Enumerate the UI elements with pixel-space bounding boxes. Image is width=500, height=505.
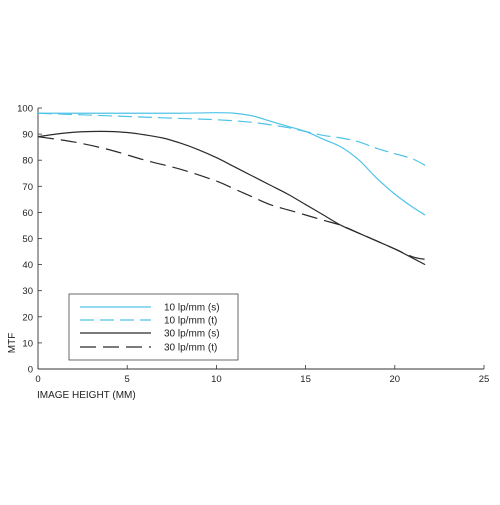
legend-label-1: 10 lp/mm (s) [164, 303, 220, 314]
y-tick-label: 100 [17, 104, 33, 115]
y-tick-label: 0 [28, 365, 33, 376]
y-tick-label: 90 [22, 130, 33, 141]
legend: 10 lp/mm (s) 10 lp/mm (t) 30 lp/mm (s) 30 l… [68, 293, 239, 361]
series-line-4 [37, 136, 426, 260]
series-layer [37, 112, 426, 266]
y-tick-label: 80 [22, 156, 33, 167]
y-tick-label: 40 [22, 260, 33, 271]
y-tick-label: 10 [22, 338, 33, 349]
y-tick-label: 30 [22, 286, 33, 297]
y-tick-label: 50 [22, 234, 33, 245]
y-axis-label: MTF [7, 333, 18, 354]
series-line-1 [38, 112, 426, 216]
y-tick-label: 20 [22, 312, 33, 323]
x-tick-label: 0 [35, 374, 40, 385]
legend-box [68, 293, 239, 361]
legend-label-4: 30 lp/mm (t) [164, 343, 217, 354]
series-line-2 [37, 112, 426, 166]
x-tick-label: 10 [211, 374, 222, 385]
x-tick-label: 20 [390, 374, 401, 385]
legend-label-2: 10 lp/mm (t) [164, 316, 217, 327]
y-tick-label: 60 [22, 208, 33, 219]
x-tick-label: 15 [300, 374, 311, 385]
series-line-3 [37, 130, 426, 266]
y-tick-label: 70 [22, 182, 33, 193]
axes-layer: 0 10 20 30 40 50 60 70 80 90 100 0 5 10 15 20 25 [17, 104, 489, 386]
x-tick-label: 5 [125, 374, 130, 385]
x-axis-label: IMAGE HEIGHT (MM) [37, 390, 136, 401]
legend-label-3: 30 lp/mm (s) [164, 329, 220, 340]
x-tick-label: 25 [479, 374, 490, 385]
